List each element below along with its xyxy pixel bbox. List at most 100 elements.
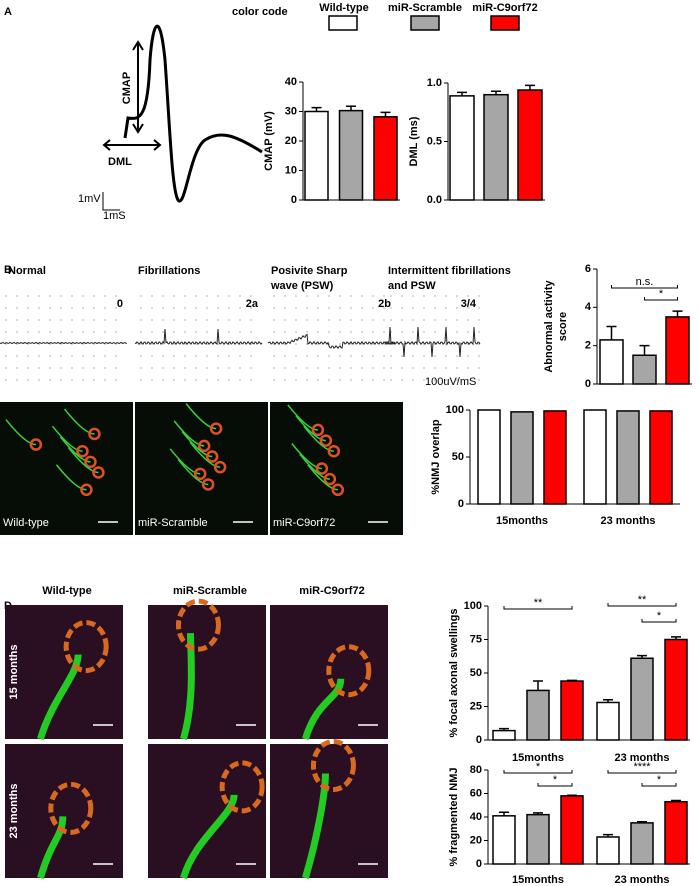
grid-dot bbox=[239, 355, 241, 357]
bar bbox=[664, 800, 688, 865]
grid-dot bbox=[339, 295, 341, 297]
endplate bbox=[84, 455, 97, 469]
error-bar bbox=[380, 111, 391, 117]
grid-dot bbox=[273, 295, 275, 297]
grid-dot bbox=[38, 295, 40, 297]
grid-dot bbox=[71, 379, 73, 381]
significance-label: n.s. bbox=[636, 276, 654, 288]
bar bbox=[665, 316, 690, 385]
grid-dot bbox=[445, 379, 447, 381]
y-axis-label: DML (ms) bbox=[408, 116, 420, 166]
significance-label: * bbox=[536, 761, 541, 773]
grid-dot bbox=[273, 355, 275, 357]
axon bbox=[59, 436, 91, 463]
trace-title: Posivite Sharp bbox=[271, 265, 348, 277]
legend-swatch bbox=[410, 15, 440, 31]
grid-dot bbox=[478, 355, 480, 357]
endplate bbox=[319, 434, 333, 447]
endplate bbox=[197, 439, 211, 453]
grid-dot bbox=[60, 307, 62, 309]
grid-dot bbox=[60, 367, 62, 369]
legend-swatch bbox=[328, 15, 358, 31]
endplate bbox=[63, 620, 109, 674]
grid-dot bbox=[328, 295, 330, 297]
error-bar bbox=[457, 91, 467, 96]
grid-dot bbox=[412, 319, 414, 321]
y-tick-label: 0.0 bbox=[427, 194, 442, 206]
grid-dot bbox=[16, 319, 18, 321]
grid-dot bbox=[82, 295, 84, 297]
grid-dot bbox=[478, 295, 480, 297]
grid-dot bbox=[284, 355, 286, 357]
micrograph bbox=[148, 605, 266, 739]
trace-title: Fibrillations bbox=[138, 265, 200, 277]
error-bar bbox=[499, 811, 509, 816]
bar bbox=[616, 410, 640, 505]
x-tick-label: 23 months bbox=[600, 515, 655, 527]
image-label: Wild-type bbox=[3, 517, 49, 529]
grid-dot bbox=[49, 307, 51, 309]
grid-dot bbox=[401, 295, 403, 297]
grid-dot bbox=[361, 379, 363, 381]
grid-dot bbox=[115, 367, 117, 369]
endplate bbox=[331, 483, 345, 497]
grid-dot bbox=[173, 379, 175, 381]
grid-dot bbox=[217, 319, 219, 321]
trace-code: 3/4 bbox=[461, 298, 477, 310]
grid-dot bbox=[151, 295, 153, 297]
grid-dot bbox=[383, 295, 385, 297]
grid-dot bbox=[49, 355, 51, 357]
grid-dot bbox=[93, 331, 95, 333]
grid-dot bbox=[38, 331, 40, 333]
row-label: 15 months bbox=[8, 644, 20, 699]
y-tick-label: 0 bbox=[585, 378, 591, 390]
grid-dot bbox=[173, 319, 175, 321]
significance-label: ** bbox=[534, 597, 543, 609]
grid-dot bbox=[104, 355, 106, 357]
error-bar bbox=[311, 106, 322, 112]
legend-label: miR-Scramble bbox=[388, 2, 462, 14]
endplate bbox=[76, 444, 89, 458]
grid-dot bbox=[372, 343, 374, 345]
grid-dot bbox=[140, 355, 142, 357]
grid-dot bbox=[115, 331, 117, 333]
error-bar bbox=[671, 799, 681, 802]
grid-dot bbox=[372, 295, 374, 297]
y-tick-label: 75 bbox=[470, 633, 482, 645]
grid-dot bbox=[228, 331, 230, 333]
error-bar bbox=[637, 820, 647, 823]
endplate bbox=[323, 472, 337, 486]
grid-dot bbox=[295, 367, 297, 369]
grid-dot bbox=[295, 355, 297, 357]
legend-label: Wild-type bbox=[319, 2, 368, 14]
grid-dot bbox=[401, 367, 403, 369]
x-tick-label: 15months bbox=[512, 874, 564, 886]
grid-dot bbox=[456, 319, 458, 321]
grid-dot bbox=[383, 319, 385, 321]
y-tick-label: 25 bbox=[470, 700, 482, 712]
grid-dot bbox=[250, 379, 252, 381]
y-axis-label: score bbox=[557, 312, 569, 341]
x-tick-label: 15months bbox=[496, 515, 548, 527]
grid-dot bbox=[467, 319, 469, 321]
bar bbox=[492, 729, 516, 741]
significance-bracket bbox=[611, 285, 678, 289]
y-tick-label: 60 bbox=[470, 787, 482, 799]
grid-dot bbox=[372, 355, 374, 357]
grid-dot bbox=[306, 295, 308, 297]
grid-dot bbox=[456, 331, 458, 333]
y-tick-label: 10 bbox=[285, 164, 297, 176]
column-header: miR-Scramble bbox=[173, 585, 247, 597]
grid-dot bbox=[412, 331, 414, 333]
bar bbox=[596, 836, 620, 865]
legend-swatch bbox=[490, 15, 520, 31]
grid-dot bbox=[27, 355, 29, 357]
grid-dot bbox=[195, 331, 197, 333]
grid-dot bbox=[456, 367, 458, 369]
grid-dot bbox=[140, 367, 142, 369]
grid-dot bbox=[27, 343, 29, 345]
grid-dot bbox=[295, 319, 297, 321]
grid-dot bbox=[295, 343, 297, 345]
grid-dot bbox=[306, 319, 308, 321]
